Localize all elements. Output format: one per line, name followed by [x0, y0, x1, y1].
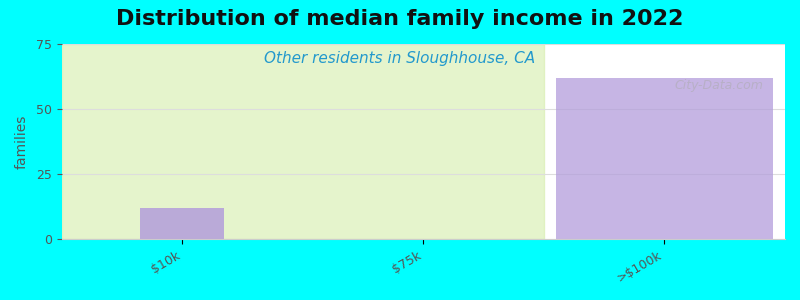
Y-axis label: families: families [15, 114, 29, 169]
Bar [556, 78, 773, 239]
Bar [140, 208, 225, 239]
Text: Distribution of median family income in 2022: Distribution of median family income in … [116, 9, 684, 29]
Text: Other residents in Sloughhouse, CA: Other residents in Sloughhouse, CA [265, 51, 535, 66]
Text: City-Data.com: City-Data.com [674, 79, 763, 92]
Bar [62, 44, 544, 239]
